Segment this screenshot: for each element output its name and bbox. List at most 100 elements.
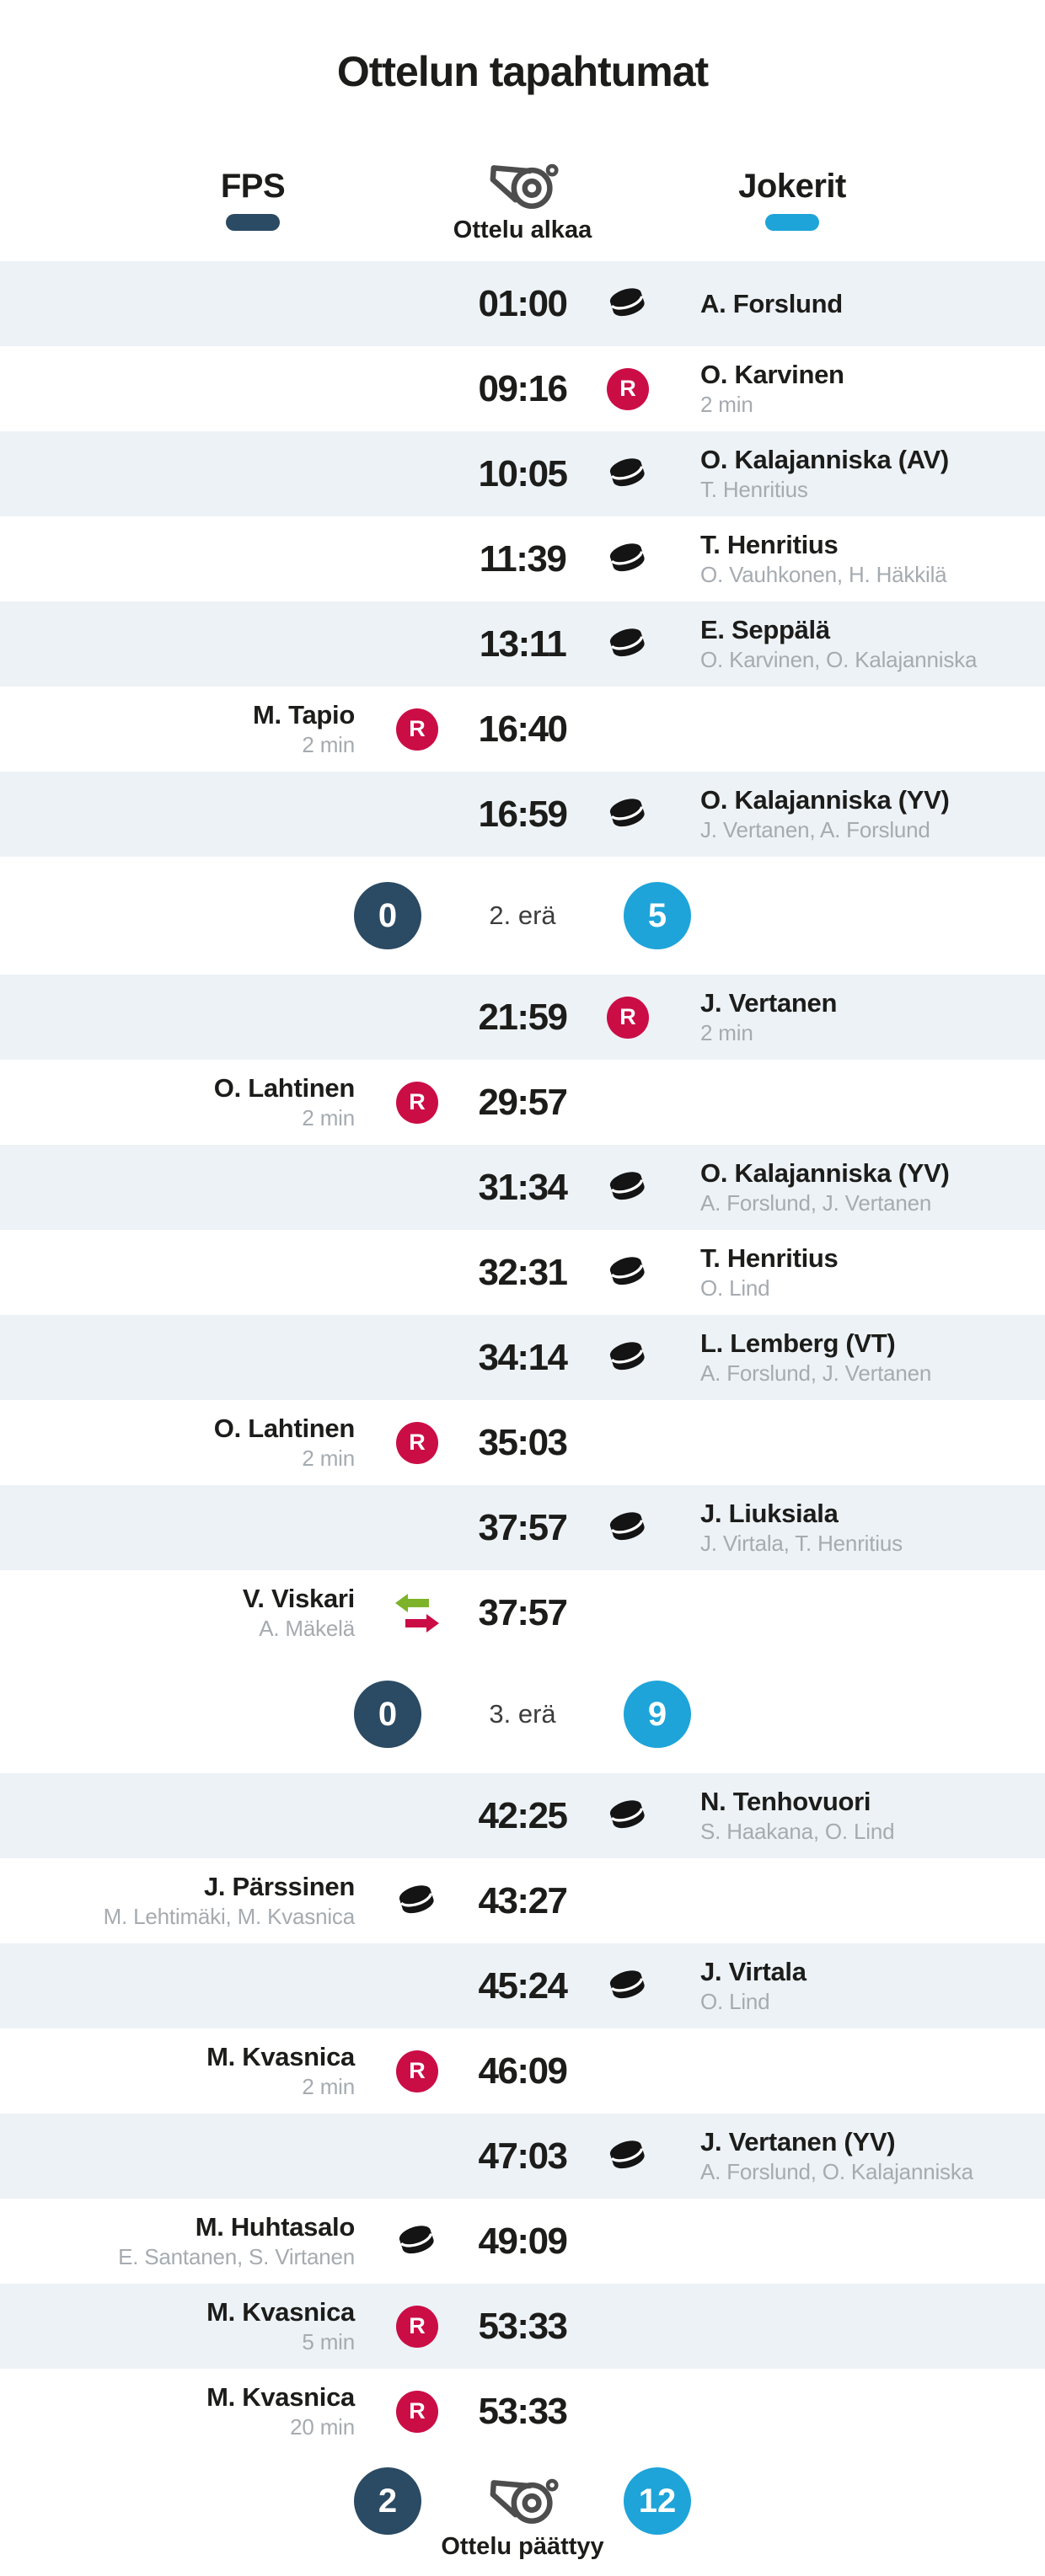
event-home-cell: O. Lahtinen 2 min — [51, 1414, 375, 1472]
event-row: M. Tapio 2 min R 16:40 — [0, 687, 1045, 772]
event-away-icon-cell — [603, 1967, 653, 2006]
event-row: M. Kvasnica 5 min R 53:33 — [0, 2284, 1045, 2369]
puck-icon — [607, 1253, 649, 1292]
penalty-icon: R — [396, 1081, 438, 1124]
puck-icon — [607, 540, 649, 579]
event-home-cell: M. Kvasnica 5 min — [51, 2297, 375, 2356]
event-time: 10:05 — [478, 452, 568, 494]
event-player: M. Kvasnica — [206, 2381, 355, 2412]
match-start-block: Ottelu alkaa — [451, 151, 594, 244]
event-row: M. Huhtasalo E. Santanen, S. Virtanen 49:… — [0, 2199, 1045, 2284]
event-detail: A. Forslund, O. Kalajanniska — [700, 2159, 973, 2185]
home-final-score: 2 — [354, 2467, 421, 2535]
event-detail: O. Karvinen, O. Kalajanniska — [700, 647, 978, 673]
event-row: 34:14 L. Lemberg (VT) A. Forslund, J. Ver… — [0, 1315, 1045, 1400]
puck-icon — [607, 2137, 649, 2176]
event-home-icon-cell: R — [392, 2390, 442, 2433]
event-row: M. Kvasnica 20 min R 53:33 — [0, 2369, 1045, 2454]
event-row: 13:11 E. Seppälä O. Karvinen, O. Kalajann… — [0, 601, 1045, 687]
event-time: 11:39 — [479, 537, 567, 580]
event-row: 37:57 J. Liuksiala J. Virtala, T. Henriti… — [0, 1485, 1045, 1570]
penalty-icon: R — [396, 1421, 438, 1464]
event-player: O. Kalajanniska (YV) — [700, 784, 950, 815]
event-player: J. Vertanen — [700, 987, 838, 1018]
puck-icon — [607, 1797, 649, 1836]
event-detail: 2 min — [302, 1446, 355, 1472]
period-separator: 0 2. erä 5 — [0, 857, 1045, 975]
event-player: O. Kalajanniska (AV) — [700, 444, 949, 474]
event-away-cell: E. Seppälä O. Karvinen, O. Kalajanniska — [670, 615, 994, 674]
match-end-label: Ottelu päättyy — [441, 2533, 604, 2560]
puck-icon — [607, 1967, 649, 2006]
event-detail: E. Santanen, S. Virtanen — [118, 2244, 355, 2270]
home-team: FPS — [190, 168, 316, 231]
event-away-cell: O. Kalajanniska (YV) J. Vertanen, A. Fors… — [670, 785, 994, 844]
event-away-icon-cell — [603, 1797, 653, 1836]
page-title: Ottelun tapahtumat — [336, 48, 709, 95]
event-time: 34:14 — [478, 1336, 568, 1378]
event-time: 46:09 — [478, 2050, 568, 2092]
event-row: 10:05 O. Kalajanniska (AV) T. Henritius — [0, 431, 1045, 516]
event-row: 32:31 T. Henritius O. Lind — [0, 1230, 1045, 1315]
event-away-cell: T. Henritius O. Vauhkonen, H. Häkkilä — [670, 530, 994, 589]
event-detail: T. Henritius — [700, 477, 808, 503]
match-footer: 2 Ottelu päättyy 12 — [0, 2454, 1045, 2576]
event-detail: 20 min — [290, 2414, 355, 2440]
puck-icon — [607, 795, 649, 834]
event-away-icon-cell — [603, 540, 653, 579]
event-time: 47:03 — [478, 2135, 568, 2177]
event-row: 16:59 O. Kalajanniska (YV) J. Vertanen, A… — [0, 772, 1045, 857]
home-team-name: FPS — [220, 168, 286, 205]
event-detail: J. Vertanen, A. Forslund — [700, 817, 930, 843]
away-team: Jokerit — [729, 168, 855, 231]
period-label: 2. erä — [489, 901, 556, 930]
penalty-icon: R — [396, 2390, 438, 2433]
event-detail: M. Lehtimäki, M. Kvasnica — [103, 1904, 356, 1930]
event-row: 45:24 J. Virtala O. Lind — [0, 1943, 1045, 2028]
event-away-cell: L. Lemberg (VT) A. Forslund, J. Vertanen — [670, 1328, 994, 1387]
event-time: 53:33 — [478, 2390, 568, 2432]
event-row: O. Lahtinen 2 min R 35:03 — [0, 1400, 1045, 1485]
penalty-icon: R — [607, 367, 649, 410]
event-player: V. Viskari — [242, 1583, 355, 1613]
event-row: 11:39 T. Henritius O. Vauhkonen, H. Häkki… — [0, 516, 1045, 601]
event-away-icon-cell — [603, 285, 653, 323]
event-time: 32:31 — [478, 1251, 568, 1293]
event-away-cell: A. Forslund — [670, 289, 994, 319]
event-detail: 5 min — [302, 2329, 355, 2355]
event-row: V. Viskari A. Mäkelä 37:57 — [0, 1570, 1045, 1655]
event-player: J. Pärssinen — [203, 1871, 355, 1901]
event-home-cell: M. Kvasnica 2 min — [51, 2042, 375, 2101]
event-player: A. Forslund — [700, 288, 843, 318]
event-away-cell: J. Vertanen 2 min — [670, 988, 994, 1047]
period-home-score: 0 — [354, 1681, 421, 1748]
event-detail: O. Vauhkonen, H. Häkkilä — [700, 562, 947, 588]
event-home-cell: V. Viskari A. Mäkelä — [51, 1584, 375, 1643]
event-time: 37:57 — [478, 1506, 568, 1548]
event-home-icon-cell — [392, 1591, 442, 1635]
event-home-cell: M. Kvasnica 20 min — [51, 2382, 375, 2441]
event-away-cell: J. Vertanen (YV) A. Forslund, O. Kalajann… — [670, 2127, 994, 2186]
event-time: 37:57 — [478, 1591, 568, 1633]
event-row: 47:03 J. Vertanen (YV) A. Forslund, O. Ka… — [0, 2114, 1045, 2199]
event-time: 21:59 — [478, 996, 568, 1038]
event-time: 09:16 — [478, 367, 568, 409]
event-home-icon-cell: R — [392, 1081, 442, 1124]
event-time: 29:57 — [478, 1081, 568, 1123]
events-list: 01:00 A. Forslund 09:16 R O. Karvinen 2 m… — [0, 261, 1045, 2454]
teams-header: FPS Ottelu alkaa Jokerit — [0, 151, 1045, 244]
event-detail: O. Lind — [700, 1275, 770, 1301]
event-home-icon-cell — [392, 2222, 442, 2261]
event-detail: 2 min — [700, 392, 753, 418]
event-home-icon-cell: R — [392, 2050, 442, 2092]
event-away-cell: N. Tenhovuori S. Haakana, O. Lind — [670, 1787, 994, 1846]
event-row: 21:59 R J. Vertanen 2 min — [0, 975, 1045, 1060]
event-player: T. Henritius — [700, 1243, 839, 1273]
event-home-cell: M. Huhtasalo E. Santanen, S. Virtanen — [51, 2212, 375, 2271]
event-detail: A. Forslund, J. Vertanen — [700, 1360, 932, 1387]
event-home-cell: O. Lahtinen 2 min — [51, 1073, 375, 1132]
event-away-icon-cell — [603, 1339, 653, 1377]
event-detail: S. Haakana, O. Lind — [700, 1819, 895, 1845]
event-away-icon-cell — [603, 1509, 653, 1547]
